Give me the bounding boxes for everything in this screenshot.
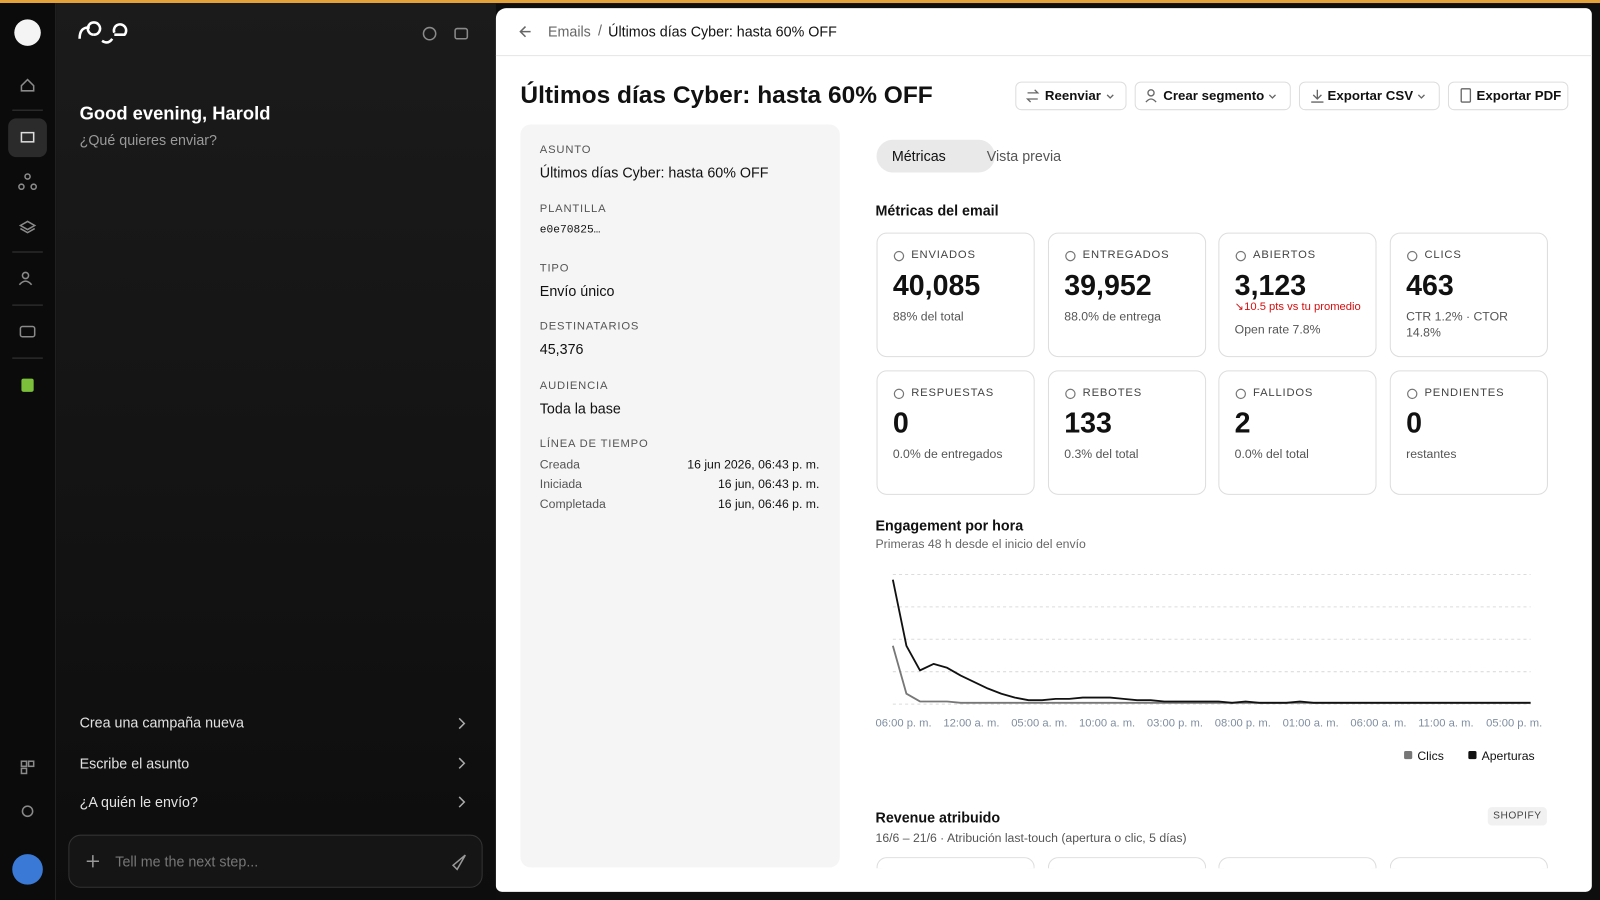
action-label: Exportar CSV bbox=[1327, 87, 1414, 104]
metric-note: 88.0% de entrega bbox=[1064, 309, 1161, 324]
metric-label: RESPUESTAS bbox=[911, 387, 995, 400]
revenue-badge: SHOPIFY bbox=[1487, 807, 1547, 826]
tab[interactable]: Vista previa bbox=[986, 147, 1062, 164]
metric-note: Open rate 7.8% bbox=[1234, 322, 1321, 337]
section-title: Métricas del email bbox=[875, 201, 999, 218]
detail-label: AUDIENCIA bbox=[539, 379, 609, 393]
metric-value: 133 bbox=[1064, 407, 1112, 439]
metric-note: CTR 1.2% · CTOR 14.8% bbox=[1406, 309, 1508, 340]
metric-value: 0 bbox=[892, 407, 909, 439]
timeline-event: Iniciada bbox=[539, 476, 583, 492]
metric-card bbox=[876, 370, 1035, 495]
metric-card bbox=[1047, 370, 1207, 495]
metric-card bbox=[876, 232, 1035, 358]
metric-label: ABIERTOS bbox=[1253, 249, 1316, 262]
details-panel bbox=[520, 124, 840, 868]
action-label: Crear segmento bbox=[1163, 87, 1265, 104]
metric-card bbox=[1218, 370, 1377, 495]
detail-value: e0e70825… bbox=[539, 224, 601, 238]
header-divider bbox=[495, 55, 1592, 57]
metric-label: PENDIENTES bbox=[1424, 387, 1505, 400]
detail-value: Toda la base bbox=[539, 399, 621, 416]
metric-value: 2 bbox=[1234, 407, 1251, 439]
tab-active-bg[interactable] bbox=[876, 139, 995, 173]
metric-value: 3,123 bbox=[1234, 269, 1307, 302]
revenue-card-edge bbox=[1047, 857, 1207, 869]
metric-value: 0 bbox=[1406, 407, 1423, 439]
revenue-title: Revenue atribuido bbox=[875, 808, 1001, 826]
action-label: Exportar PDF bbox=[1476, 87, 1562, 104]
metric-note: 0.0% del total bbox=[1234, 446, 1309, 462]
breadcrumb-separator: / bbox=[597, 22, 602, 39]
tab[interactable]: Métricas bbox=[891, 147, 946, 164]
metric-label: REBOTES bbox=[1082, 387, 1143, 400]
timeline-event: Creada bbox=[539, 456, 580, 472]
timeline-label: LÍNEA DE TIEMPO bbox=[539, 438, 649, 451]
metric-label: FALLIDOS bbox=[1253, 387, 1314, 400]
metric-card bbox=[1389, 232, 1548, 358]
action-button[interactable] bbox=[1447, 81, 1569, 111]
detail-value: Envío único bbox=[539, 282, 615, 299]
action-label: Reenviar bbox=[1044, 87, 1101, 104]
metric-note: 88% del total bbox=[892, 309, 964, 324]
metric-label: CLICS bbox=[1424, 249, 1462, 262]
metric-card bbox=[1389, 370, 1548, 495]
metric-value: 40,085 bbox=[892, 269, 981, 302]
breadcrumb-link[interactable]: Emails bbox=[547, 23, 591, 40]
chart-title: Engagement por hora bbox=[875, 516, 1024, 534]
detail-value: Últimos días Cyber: hasta 60% OFF bbox=[539, 163, 769, 181]
revenue-card-edge bbox=[1218, 857, 1377, 869]
timeline-time: 16 jun 2026, 06:43 p. m. bbox=[687, 456, 820, 472]
icon-rail bbox=[0, 3, 57, 900]
prompt: ¿Qué quieres enviar? bbox=[79, 131, 217, 148]
timeline-event: Completada bbox=[539, 496, 606, 512]
detail-label: PLANTILLA bbox=[539, 203, 607, 216]
metric-label: ENTREGADOS bbox=[1082, 249, 1170, 262]
revenue-subtitle: 16/6 – 21/6 · Atribución last-touch (ape… bbox=[875, 830, 1187, 845]
input-placeholder: Tell me the next step... bbox=[115, 852, 259, 869]
suggestion[interactable]: Escribe el asunto bbox=[79, 754, 190, 772]
detail-value: 45,376 bbox=[539, 340, 584, 357]
revenue-card-edge bbox=[876, 857, 1035, 869]
detail-label: TIPO bbox=[539, 262, 570, 275]
metric-card bbox=[1218, 232, 1377, 358]
revenue-card-edge bbox=[1389, 857, 1548, 869]
timeline-time: 16 jun, 06:43 p. m. bbox=[717, 476, 820, 492]
detail-label: DESTINATARIOS bbox=[539, 320, 640, 334]
metric-card bbox=[1047, 232, 1207, 358]
metric-label: ENVIADOS bbox=[911, 249, 976, 262]
metric-note: 0.3% del total bbox=[1064, 446, 1139, 462]
timeline-time: 16 jun, 06:46 p. m. bbox=[717, 496, 820, 512]
suggestion[interactable]: ¿A quién le envío? bbox=[79, 793, 198, 810]
greeting: Good evening, Harold bbox=[79, 103, 271, 124]
metric-value: 39,952 bbox=[1064, 269, 1152, 302]
page-title: Últimos días Cyber: hasta 60% OFF bbox=[520, 81, 933, 109]
breadcrumb-current: Últimos días Cyber: hasta 60% OFF bbox=[608, 23, 837, 40]
metric-alert: ↘10.5 pts vs tu promedio bbox=[1234, 301, 1361, 314]
detail-label: ASUNTO bbox=[539, 144, 592, 157]
metric-note: restantes bbox=[1406, 446, 1457, 462]
metric-note: 0.0% de entregados bbox=[892, 446, 1003, 462]
top-accent bbox=[0, 0, 1600, 4]
suggestion[interactable]: Crea una campaña nueva bbox=[79, 713, 244, 731]
chart-subtitle: Primeras 48 h desde el inicio del envío bbox=[875, 536, 1086, 551]
metric-value: 463 bbox=[1406, 269, 1454, 302]
sidebar bbox=[56, 3, 496, 900]
